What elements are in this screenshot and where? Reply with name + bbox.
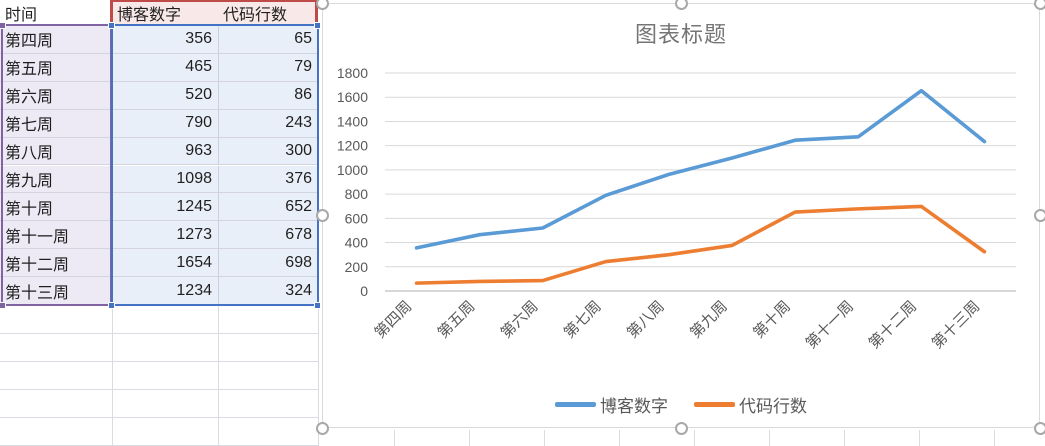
y-tick-label: 1600 (337, 89, 368, 105)
cell-code[interactable]: 678 (218, 221, 318, 250)
range-handle[interactable] (314, 22, 321, 29)
range-handle[interactable] (0, 302, 6, 309)
cell-week[interactable]: 第十一周 (0, 221, 112, 250)
header-cell-time[interactable]: 时间 (0, 0, 112, 26)
legend-item[interactable]: 代码行数 (694, 392, 807, 417)
cell-code[interactable]: 65 (218, 26, 318, 54)
gridline (0, 333, 318, 334)
cell-blog[interactable]: 1234 (112, 277, 218, 305)
chart-resize-handle[interactable] (315, 0, 329, 10)
cell-week[interactable]: 第十周 (0, 193, 112, 222)
chart-resize-handle[interactable] (315, 209, 329, 222)
legend-item[interactable]: 博客数字 (555, 392, 668, 417)
gridline (469, 430, 470, 446)
x-tick-label: 第十周 (749, 297, 794, 342)
chart-resize-handle[interactable] (1033, 209, 1045, 222)
range-handle[interactable] (314, 302, 321, 309)
range-handle[interactable] (108, 22, 115, 29)
chart-plot-area: 020040060080010001200140016001800第四周 第五周第… (337, 65, 1016, 352)
cell-code[interactable]: 376 (218, 165, 318, 194)
chart-resize-handle[interactable] (315, 421, 329, 435)
x-tick-label: 第四周 (371, 297, 416, 342)
gridline (694, 430, 695, 446)
series-line-代码行数[interactable] (414, 204, 987, 285)
y-tick-label: 400 (345, 235, 369, 251)
cell-code[interactable]: 324 (218, 277, 318, 305)
cell-code[interactable]: 86 (218, 81, 318, 110)
x-tick-label: 第九周 (686, 297, 731, 342)
cell-blog[interactable]: 1654 (112, 249, 218, 278)
cell-week[interactable]: 第九周 (0, 165, 112, 194)
x-tick-label: 第十二周 (865, 297, 920, 352)
x-tick-label: 第十三周 (928, 297, 983, 352)
gridline (844, 430, 845, 446)
series-line-博客数字[interactable] (414, 88, 987, 250)
cell-week[interactable]: 第十三周 (0, 277, 112, 305)
chart[interactable]: 图表标题 0 200 400 600 800 1000 1200 1400 1600 1800 第四… (322, 3, 1040, 428)
legend-label: 代码行数 (739, 397, 807, 416)
header-cell-code[interactable]: 代码行数 (218, 0, 318, 26)
gridline (0, 417, 318, 418)
gridline (0, 389, 318, 390)
gridline (919, 430, 920, 446)
x-tick-label: 第六周 (497, 297, 542, 342)
gridline (994, 430, 995, 446)
cell-blog[interactable]: 465 (112, 53, 218, 82)
gridline (394, 430, 395, 446)
y-tick-label: 600 (345, 210, 369, 226)
y-tick-label: 200 (345, 259, 369, 275)
x-tick-label: 第八周 (623, 297, 668, 342)
cell-code[interactable]: 243 (218, 109, 318, 138)
chart-title[interactable]: 图表标题 (634, 22, 727, 47)
chart-resize-handle[interactable] (674, 0, 688, 10)
y-tick-label: 0 (360, 283, 368, 299)
cell-week[interactable]: 第六周 (0, 81, 112, 110)
gridline (619, 430, 620, 446)
cell-code[interactable]: 300 (218, 137, 318, 166)
range-handle[interactable] (0, 22, 6, 29)
cell-code[interactable]: 698 (218, 249, 318, 278)
chart-resize-handle[interactable] (1033, 0, 1045, 10)
cell-blog[interactable]: 520 (112, 81, 218, 110)
y-tick-label: 1800 (337, 65, 368, 81)
cell-blog[interactable]: 1098 (112, 165, 218, 194)
cell-code[interactable]: 652 (218, 193, 318, 222)
cell-blog[interactable]: 356 (112, 26, 218, 54)
gridline (112, 305, 113, 446)
cell-week[interactable]: 第七周 (0, 109, 112, 138)
chart-legend[interactable]: 博客数字 代码行数 (323, 392, 1039, 417)
gridline (769, 430, 770, 446)
legend-label: 博客数字 (600, 397, 668, 416)
x-tick-label: 第七周 (560, 297, 605, 342)
y-tick-label: 1200 (337, 138, 368, 154)
gridline (544, 430, 545, 446)
cell-blog[interactable]: 1245 (112, 193, 218, 222)
cell-blog[interactable]: 790 (112, 109, 218, 138)
gridline (0, 361, 318, 362)
y-tick-label: 800 (345, 186, 369, 202)
x-tick-label: 第五周 (434, 297, 479, 342)
gridline (318, 305, 319, 446)
cell-code[interactable]: 79 (218, 53, 318, 82)
legend-marker (694, 402, 735, 407)
range-handle[interactable] (108, 302, 115, 309)
cell-week[interactable]: 第八周 (0, 137, 112, 166)
cell-week[interactable]: 第五周 (0, 53, 112, 82)
x-tick-label: 第十一周 (802, 297, 857, 352)
cell-week[interactable]: 第四周 (0, 26, 112, 54)
cell-blog[interactable]: 963 (112, 137, 218, 166)
gridline (218, 305, 219, 446)
chart-resize-handle[interactable] (674, 421, 688, 435)
y-tick-label: 1000 (337, 162, 368, 178)
header-cell-blog[interactable]: 博客数字 (112, 0, 218, 26)
legend-marker (555, 402, 596, 407)
chart-resize-handle[interactable] (1033, 421, 1045, 435)
cell-week[interactable]: 第十二周 (0, 249, 112, 278)
cell-blog[interactable]: 1273 (112, 221, 218, 250)
y-tick-label: 1400 (337, 113, 368, 129)
